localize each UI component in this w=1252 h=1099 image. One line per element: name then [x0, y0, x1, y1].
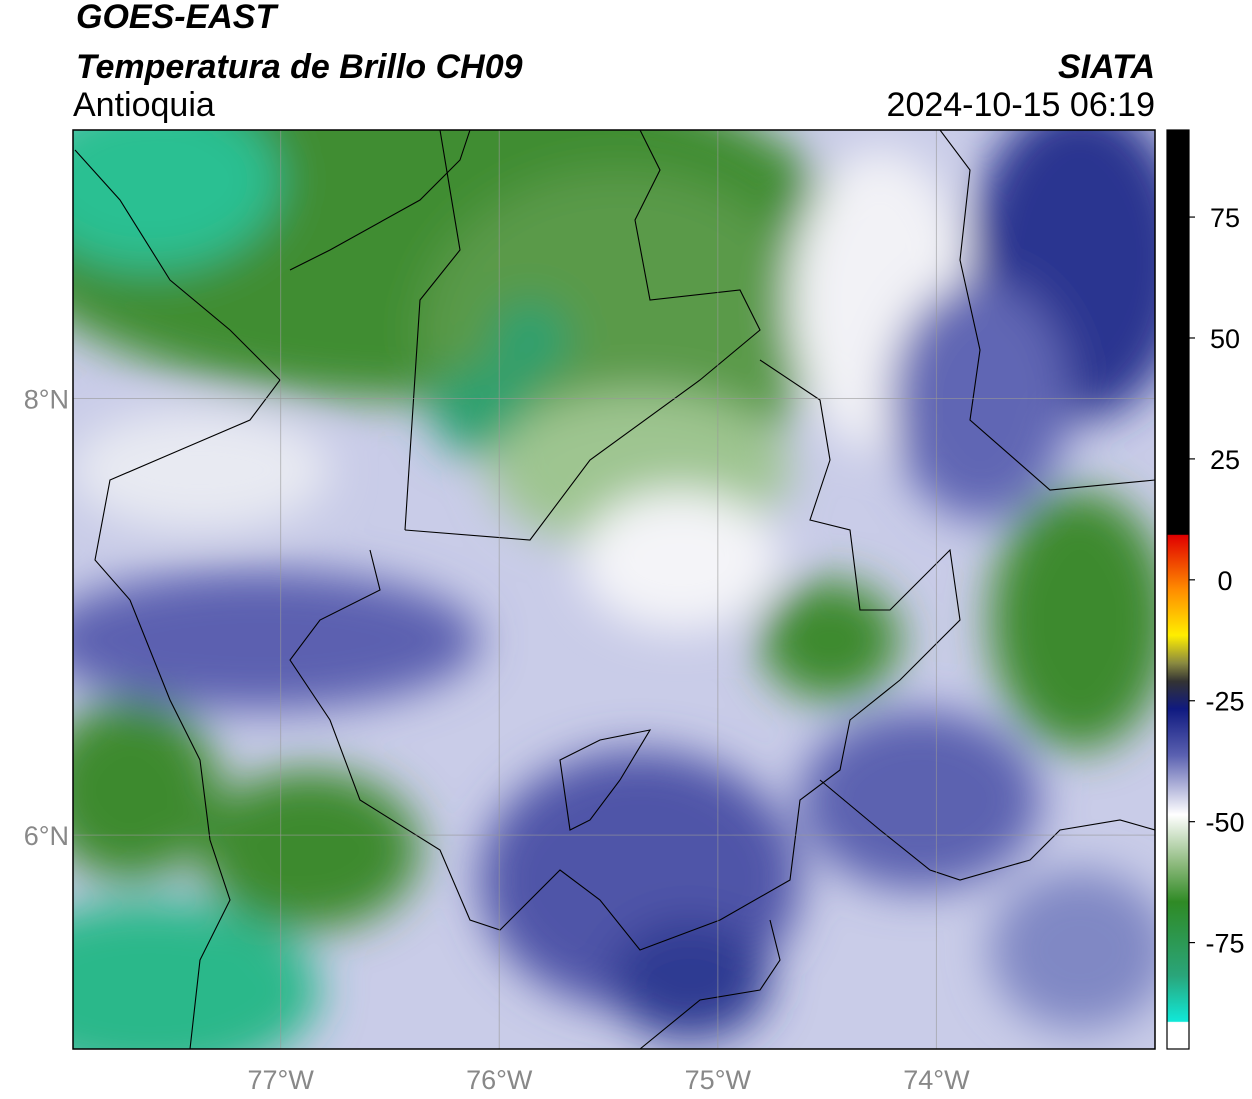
colorbar-tick-label: 75	[1210, 203, 1240, 233]
satellite-image	[73, 130, 1155, 1049]
colorbar-tick-label: 50	[1210, 324, 1240, 354]
y-tick-label: 8°N	[24, 384, 69, 414]
y-tick-label: 6°N	[24, 821, 69, 851]
title: GOES-EAST	[76, 0, 279, 36]
graticule: 77°W 76°W 75°W 74°W 8°N 6°N	[24, 130, 1155, 1095]
subtitle: Temperatura de Brillo CH09	[76, 48, 523, 86]
region: Antioquia	[73, 86, 215, 124]
x-tick-label: 74°W	[903, 1065, 970, 1095]
source: SIATA	[1058, 48, 1155, 86]
borders	[74, 130, 1155, 1049]
map-frame	[72, 129, 1156, 1050]
colorbar-tick-label: -50	[1205, 808, 1244, 838]
x-tick-label: 76°W	[466, 1065, 533, 1095]
x-tick-label: 77°W	[247, 1065, 314, 1095]
colorbar-tick-label: -75	[1205, 929, 1244, 959]
timestamp: 2024-10-15 06:19	[887, 86, 1155, 124]
colorbar-ticks: 75 50 25 0 -25 -50 -75	[1189, 203, 1245, 959]
colorbar-tick-label: 25	[1210, 445, 1240, 475]
colorbar-tick-label: 0	[1217, 566, 1232, 596]
colorbar	[1166, 129, 1190, 1050]
x-tick-label: 75°W	[685, 1065, 752, 1095]
colorbar-tick-label: -25	[1205, 687, 1244, 717]
